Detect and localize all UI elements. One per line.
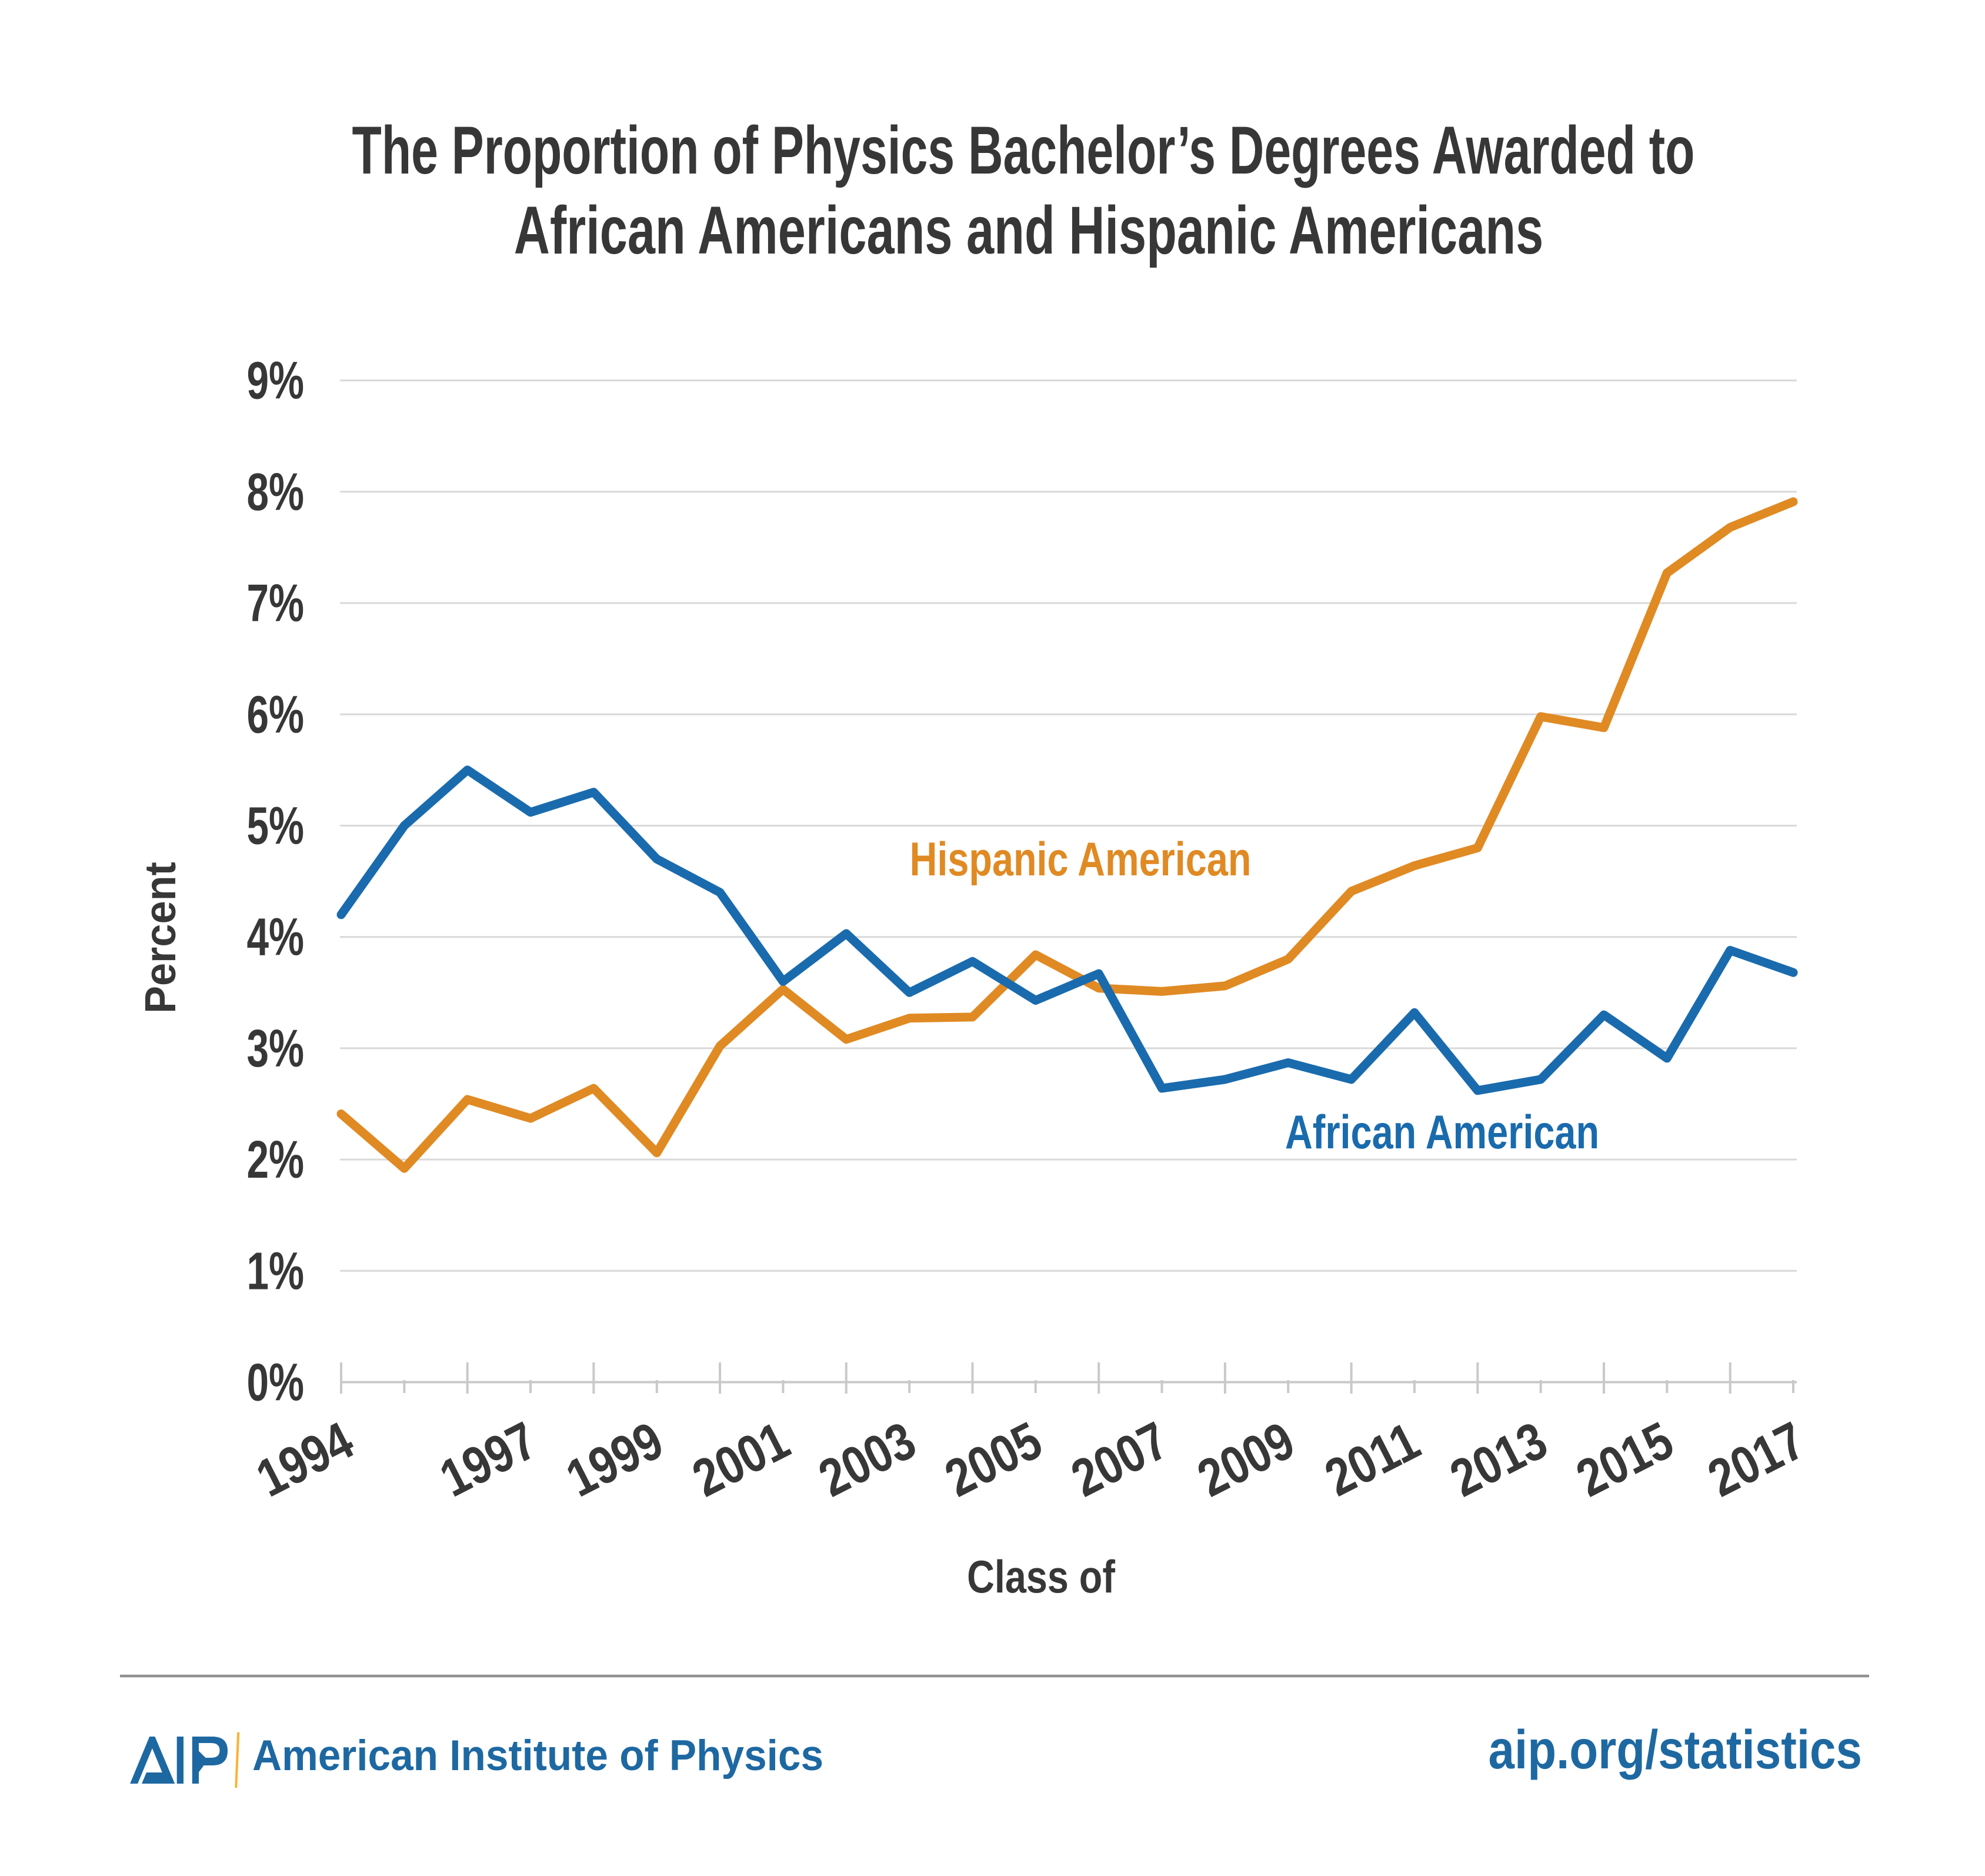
svg-text:Hispanic American: Hispanic American (910, 832, 1252, 886)
svg-text:aip.org/statistics: aip.org/statistics (1489, 1719, 1862, 1780)
svg-text:2%: 2% (246, 1130, 304, 1189)
svg-text:7%: 7% (246, 574, 304, 633)
svg-text:8%: 8% (246, 462, 304, 521)
svg-text:3%: 3% (246, 1018, 304, 1078)
svg-text:The Proportion of Physics Bach: The Proportion of Physics Bachelor’s Deg… (352, 113, 1695, 189)
svg-text:5%: 5% (246, 796, 304, 855)
svg-text:4%: 4% (246, 907, 304, 967)
svg-text:9%: 9% (246, 351, 304, 410)
svg-text:American Institute of Physics: American Institute of Physics (252, 1732, 823, 1780)
svg-text:Percent: Percent (136, 862, 185, 1014)
svg-text:6%: 6% (246, 685, 304, 744)
svg-text:Class of: Class of (967, 1551, 1115, 1602)
svg-text:African American: African American (1285, 1105, 1599, 1159)
svg-text:0%: 0% (246, 1352, 304, 1412)
svg-text:1%: 1% (246, 1241, 304, 1301)
svg-text:African Americans and Hispanic: African Americans and Hispanic Americans (514, 194, 1543, 269)
